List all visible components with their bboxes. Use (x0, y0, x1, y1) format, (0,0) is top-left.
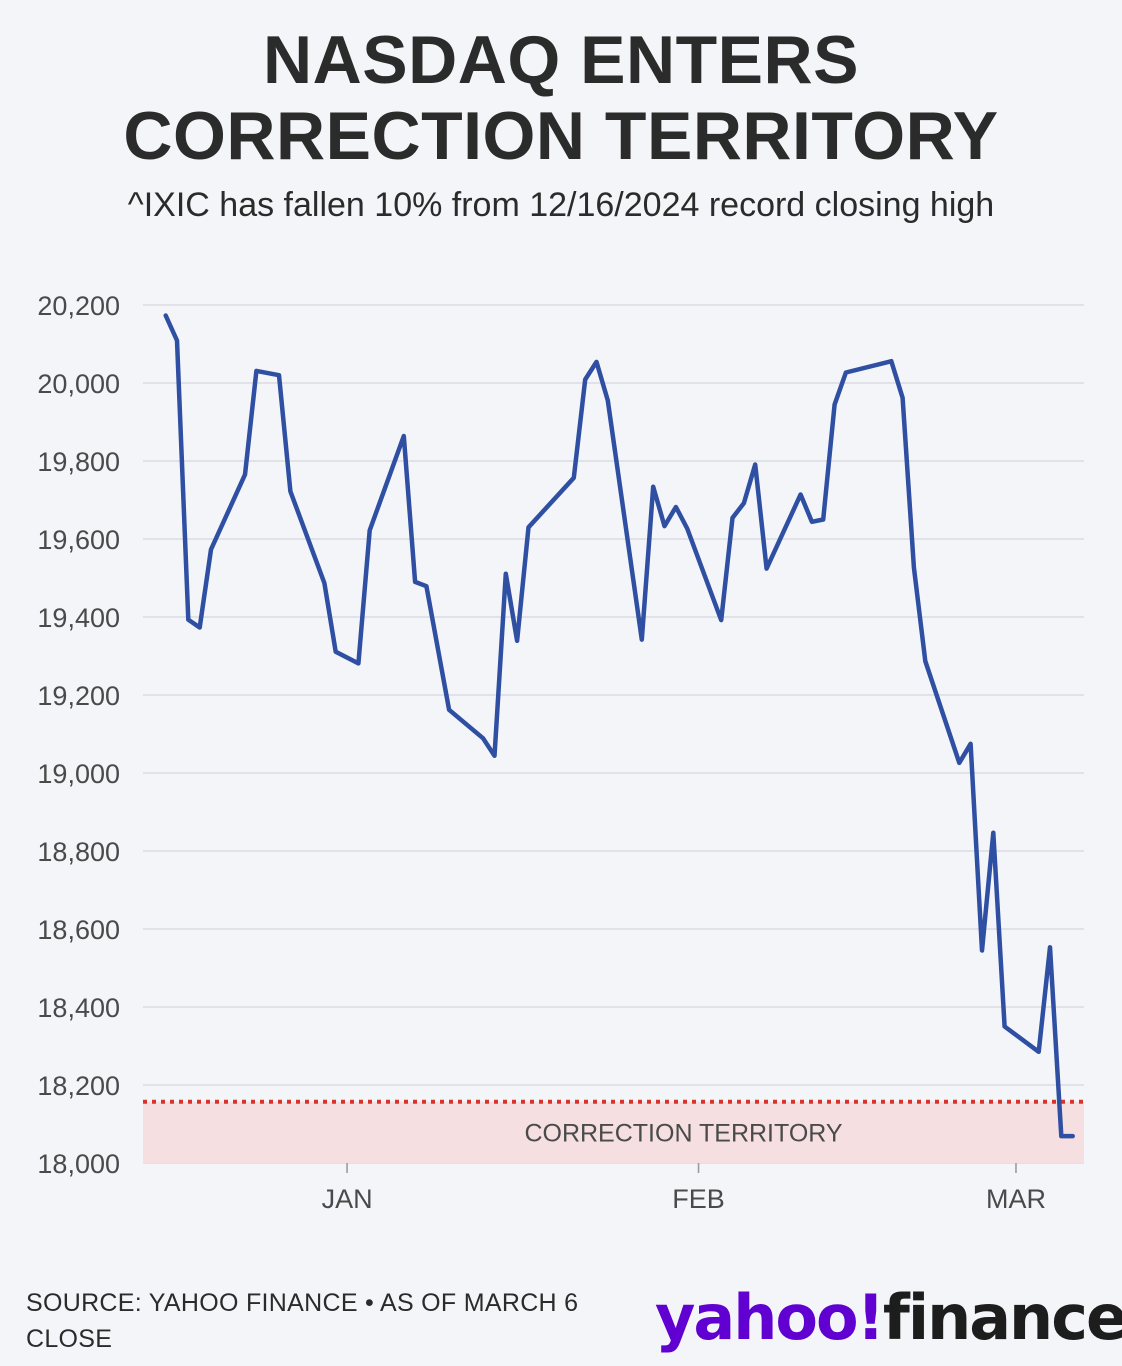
y-tick-label: 19,600 (37, 525, 120, 555)
grid-lines (143, 304, 1084, 1164)
y-tick-label: 18,400 (37, 993, 120, 1023)
y-tick-label: 18,800 (37, 837, 120, 867)
y-tick-label: 19,000 (37, 759, 120, 789)
series-layer (163, 313, 1075, 1139)
chart-title-line-1: NASDAQ ENTERS (263, 22, 859, 98)
correction-band-fill (143, 1101, 1084, 1163)
x-tick-label: MAR (986, 1184, 1046, 1214)
x-tick-label: JAN (322, 1184, 373, 1214)
y-tick-label: 18,200 (37, 1071, 120, 1101)
chart-title-line-2: CORRECTION TERRITORY (123, 98, 999, 174)
correction-band: CORRECTION TERRITORY (143, 1099, 1084, 1163)
yahoo-finance-logo: yahoo!finance (655, 1278, 1122, 1358)
logo-brand: yahoo! (655, 1281, 885, 1354)
chart-title: NASDAQ ENTERS CORRECTION TERRITORY (0, 22, 1122, 174)
series-line (163, 313, 1075, 1139)
y-tick-label: 20,200 (37, 291, 120, 321)
source-note: SOURCE: YAHOO FINANCE • AS OF MARCH 6 CL… (26, 1289, 579, 1353)
y-tick-label: 18,600 (37, 915, 120, 945)
y-tick-label: 19,200 (37, 681, 120, 711)
y-tick-label: 20,000 (37, 369, 120, 399)
y-tick-label: 19,400 (37, 603, 120, 633)
y-tick-label: 19,800 (37, 447, 120, 477)
x-tick-label: FEB (672, 1184, 725, 1214)
y-tick-label: 18,000 (37, 1149, 120, 1179)
x-axis: JAN FEB MAR (322, 1163, 1046, 1214)
chart-subtitle: ^IXIC has fallen 10% from 12/16/2024 rec… (127, 186, 995, 224)
logo-product: finance (882, 1281, 1122, 1354)
correction-band-label: CORRECTION TERRITORY (524, 1119, 842, 1147)
y-axis: 20,200 20,000 19,800 19,600 19,400 19,200 19,0… (37, 291, 120, 1179)
